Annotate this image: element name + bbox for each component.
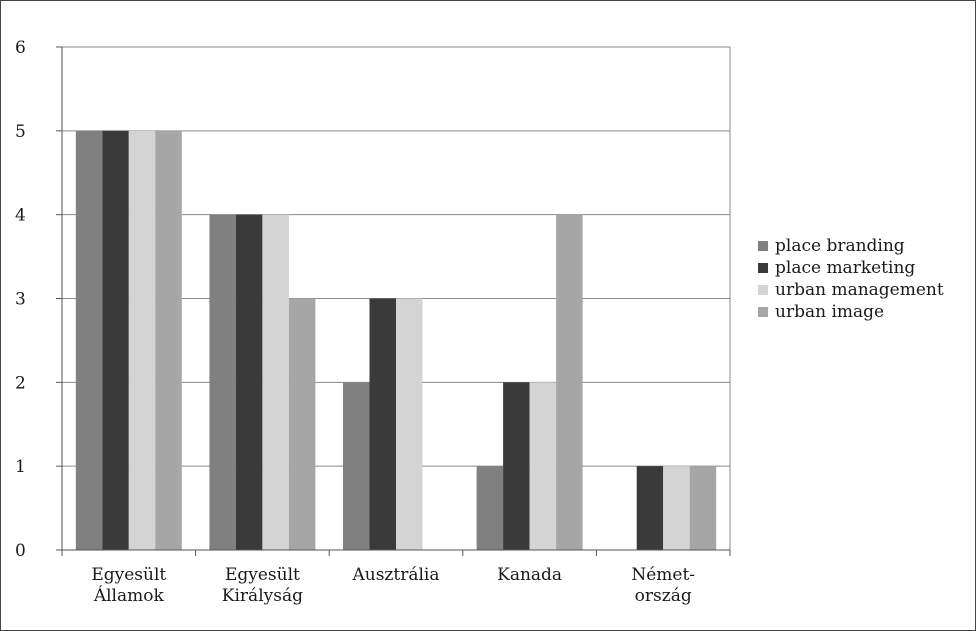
x-category-label-line: Királyság: [222, 586, 303, 606]
bar-place-marketing-2: [369, 298, 396, 550]
x-category-label-line: Ausztrália: [351, 565, 439, 585]
y-tick-label-4: 4: [15, 206, 26, 226]
bar-urban-management-4: [663, 466, 690, 550]
x-category-label-line: Egyesült: [225, 565, 300, 585]
bar-place-branding-2: [343, 382, 370, 550]
x-category-label-line: Államok: [93, 585, 165, 606]
legend-swatch-urban-image: [758, 307, 768, 317]
legend-swatch-urban-management: [758, 285, 768, 295]
y-tick-label-6: 6: [15, 38, 26, 58]
bar-urban-management-3: [529, 382, 557, 550]
bar-place-marketing-1: [235, 214, 263, 550]
x-category-label-line: Német-: [631, 565, 695, 585]
x-category-label-line: ország: [635, 586, 692, 606]
bar-urban-image-4: [689, 466, 717, 550]
bar-place-marketing-0: [102, 130, 129, 551]
legend-swatch-place-marketing: [758, 263, 768, 273]
y-tick-label-2: 2: [15, 373, 26, 393]
legend-label-urban-image: urban image: [775, 302, 884, 322]
x-category-label-line: Kanada: [497, 565, 562, 585]
bar-place-branding-1: [209, 214, 236, 550]
x-category-label-3: Kanada: [497, 565, 562, 585]
bar-place-marketing-3: [503, 382, 530, 550]
x-category-label-0: Egyesült Államok: [91, 565, 166, 606]
bar-urban-image-0: [155, 130, 182, 551]
y-tick-labels: 0 1 2 3 4 5 6: [15, 38, 26, 561]
bar-urban-management-0: [128, 130, 156, 551]
bar-place-marketing-4: [636, 466, 664, 550]
legend-label-urban-management: urban management: [775, 280, 944, 300]
x-category-label-4: Német-ország: [631, 565, 695, 606]
legend-label-place-marketing: place marketing: [775, 258, 915, 278]
bar-urban-image-3: [556, 214, 583, 550]
x-category-label-1: Egyesült Királyság: [222, 565, 303, 606]
legend-swatch-place-branding: [758, 241, 768, 251]
y-tick-label-5: 5: [15, 122, 26, 142]
bars: [75, 130, 717, 551]
x-category-label-line: Egyesült: [91, 565, 166, 585]
y-tick-label-3: 3: [15, 290, 26, 310]
legend-label-place-branding: place branding: [775, 236, 905, 256]
axes: [56, 46, 731, 556]
y-tick-label-0: 0: [15, 541, 26, 561]
bar-urban-management-1: [262, 214, 289, 550]
y-tick-label-1: 1: [15, 457, 26, 477]
bar-urban-management-2: [396, 298, 423, 550]
bar-urban-image-1: [288, 298, 316, 550]
bar-place-branding-0: [75, 130, 103, 551]
x-category-label-2: Ausztrália: [351, 565, 439, 585]
bar-place-branding-3: [476, 466, 504, 550]
